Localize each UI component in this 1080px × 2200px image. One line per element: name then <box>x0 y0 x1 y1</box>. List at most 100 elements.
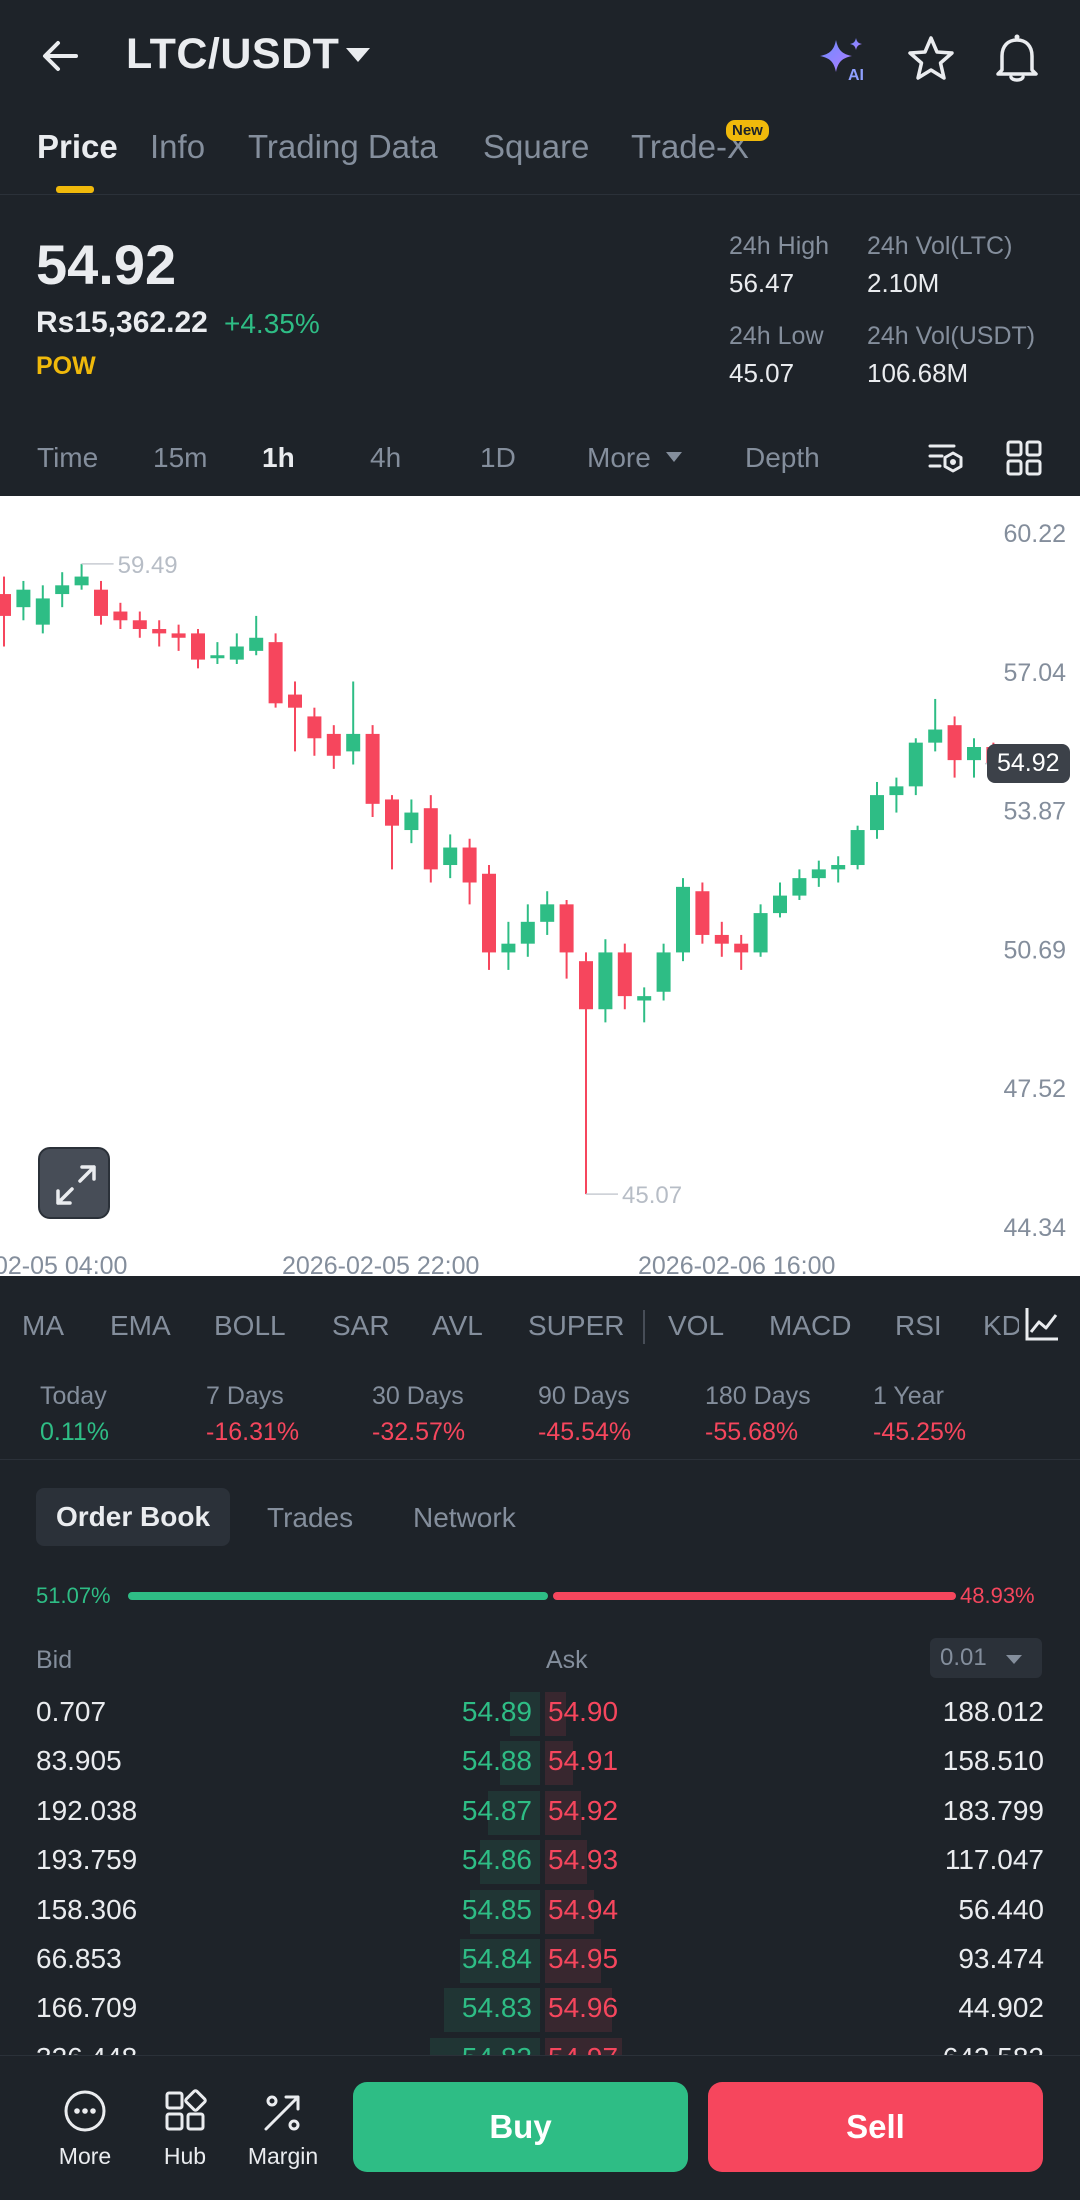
x-tick-label: 2026-02-06 16:00 <box>638 1252 835 1276</box>
indicator-vol[interactable]: VOL <box>668 1310 725 1341</box>
candle <box>637 987 652 1023</box>
layout-grid-icon[interactable] <box>1004 438 1044 478</box>
fullscreen-button[interactable] <box>38 1147 110 1219</box>
caret-down-icon[interactable] <box>666 452 682 462</box>
tab-trades[interactable]: Trades <box>267 1502 354 1533</box>
sell-button[interactable]: Sell <box>708 2082 1043 2172</box>
vol-usdt-label: 24h Vol(USDT) <box>867 322 1036 350</box>
caret-down-icon[interactable] <box>346 48 370 62</box>
indicator-kdj[interactable]: KDJ <box>983 1310 1019 1341</box>
ask-quantity: 188.012 <box>942 1696 1044 1727</box>
margin-label: Margin <box>247 2143 319 2169</box>
indicator-ma[interactable]: MA <box>22 1310 64 1341</box>
buy-button[interactable]: Buy <box>353 2082 688 2172</box>
margin-nav[interactable]: Margin <box>238 2087 328 2169</box>
tab-order-book[interactable]: Order Book <box>36 1488 231 1546</box>
pair-selector[interactable]: LTC/USDT <box>126 30 340 78</box>
tab-price[interactable]: Price <box>37 128 118 165</box>
bid-depth-bar <box>470 1889 540 1934</box>
indicator-chart-icon[interactable] <box>1022 1304 1062 1344</box>
indicator-avl[interactable]: AVL <box>432 1310 483 1341</box>
interval-15m[interactable]: 15m <box>153 442 208 473</box>
candle <box>714 921 729 957</box>
perf-value: -16.31% <box>206 1418 300 1446</box>
interval-4h[interactable]: 4h <box>370 442 402 473</box>
caret-down-icon[interactable] <box>1006 1655 1022 1664</box>
candle <box>870 781 884 839</box>
ask-ratio: 48.93% <box>960 1583 1035 1608</box>
bid-depth-bar <box>444 1988 540 2033</box>
indicator-sar[interactable]: SAR <box>332 1310 390 1341</box>
bid-header: Bid <box>36 1646 73 1674</box>
candle <box>268 633 283 708</box>
candle <box>462 838 477 905</box>
hub-nav[interactable]: Hub <box>140 2087 230 2169</box>
y-tick-label: 44.34 <box>1003 1214 1066 1242</box>
interval-more[interactable]: More <box>587 442 651 473</box>
bid-depth-bar <box>500 1741 540 1786</box>
high-label: 24h High <box>729 232 830 260</box>
bid-depth-bar <box>460 1939 540 1983</box>
tab-network[interactable]: Network <box>413 1502 516 1533</box>
indicator-super[interactable]: SUPER <box>528 1310 625 1341</box>
orderbook-row[interactable]: 193.759 54.86 54.93 117.047 <box>0 1836 1080 1885</box>
coin-tag[interactable]: POW <box>36 352 96 380</box>
back-arrow-icon[interactable] <box>36 32 84 80</box>
indicator-macd[interactable]: MACD <box>769 1310 852 1341</box>
interval-1h[interactable]: 1h <box>262 442 295 473</box>
x-tick-label: 02-05 04:00 <box>0 1252 127 1276</box>
indicator-ema[interactable]: EMA <box>110 1310 171 1341</box>
candle <box>947 716 962 778</box>
indicator-boll[interactable]: BOLL <box>214 1310 286 1341</box>
tab-info[interactable]: Info <box>150 128 206 165</box>
candle <box>35 585 50 634</box>
perf-label: 1 Year <box>873 1382 944 1410</box>
ask-depth-bar <box>545 1790 581 1835</box>
candle <box>191 629 205 669</box>
bid-quantity: 166.709 <box>36 1992 138 2024</box>
bid-price: 54.85 <box>461 1893 532 1925</box>
perf-value: -32.57% <box>372 1418 466 1446</box>
interval-depth[interactable]: Depth <box>745 442 820 473</box>
ai-sparkle-icon[interactable]: AI <box>818 34 872 84</box>
candle <box>132 611 147 638</box>
tab-trading-data[interactable]: Trading Data <box>248 128 438 165</box>
chart-canvas[interactable]: 60.22 57.04 53.87 50.69 47.52 44.34 02-05 04:0… <box>0 496 1080 1276</box>
svg-text:AI: AI <box>848 67 864 84</box>
bid-quantity: 192.038 <box>36 1794 138 1826</box>
active-tab-indicator <box>56 186 94 193</box>
more-nav[interactable]: More <box>40 2087 130 2169</box>
candle <box>94 580 108 625</box>
candle <box>210 642 225 664</box>
orderbook-row[interactable]: 66.853 54.84 54.95 93.474 <box>0 1935 1080 1984</box>
candle <box>928 698 943 752</box>
bid-depth-bar <box>480 1840 540 1885</box>
candle <box>423 795 438 883</box>
divider <box>0 194 1080 195</box>
interval-time[interactable]: Time <box>37 442 99 473</box>
interval-1d[interactable]: 1D <box>480 442 516 473</box>
orderbook-row[interactable]: 0.707 54.89 54.90 188.012 <box>0 1688 1080 1737</box>
candle <box>520 904 535 957</box>
bid-price: 54.86 <box>461 1844 532 1876</box>
precision-select[interactable]: 0.01 <box>930 1638 1042 1678</box>
orderbook-row[interactable]: 83.905 54.88 54.91 158.510 <box>0 1737 1080 1786</box>
candle <box>967 738 981 778</box>
tab-square[interactable]: Square <box>483 128 590 165</box>
ask-price: 54.96 <box>548 1992 619 2024</box>
orderbook-row[interactable]: 158.306 54.85 54.94 56.440 <box>0 1886 1080 1935</box>
candle <box>501 921 516 970</box>
notification-bell-icon[interactable] <box>992 32 1042 84</box>
hub-icon <box>165 2089 207 2131</box>
candle <box>617 943 632 1010</box>
indicator-rsi[interactable]: RSI <box>895 1310 942 1341</box>
chart-settings-icon[interactable] <box>926 438 966 478</box>
candle <box>404 799 419 844</box>
orderbook-row[interactable]: 192.038 54.87 54.92 183.799 <box>0 1787 1080 1836</box>
favorite-star-icon[interactable] <box>906 34 956 84</box>
candle <box>443 834 458 879</box>
orderbook-row[interactable]: 166.709 54.83 54.96 44.902 <box>0 1984 1080 2033</box>
y-tick-label: 47.52 <box>1003 1075 1066 1103</box>
candlestick-chart[interactable]: 60.22 57.04 53.87 50.69 47.52 44.34 02-05 04:0… <box>0 496 1080 1276</box>
y-tick-label: 50.69 <box>1003 936 1066 964</box>
